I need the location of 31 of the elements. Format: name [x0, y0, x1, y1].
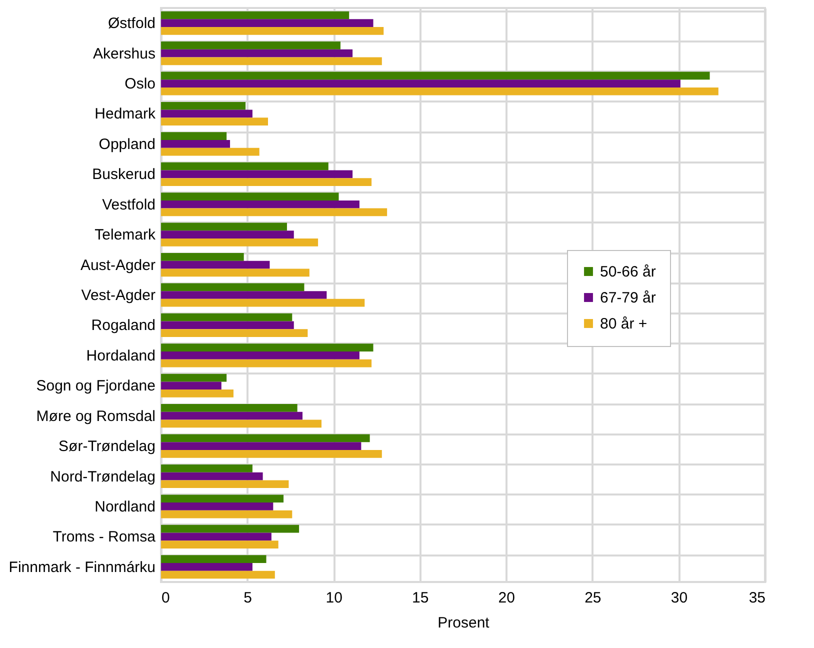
y-tick-label: Hordaland: [86, 347, 156, 364]
x-tick-label: 5: [244, 590, 252, 606]
y-tick-label: Akershus: [92, 45, 156, 62]
y-tick-label: Vest-Agder: [81, 287, 156, 304]
y-tick-label: Vestfold: [102, 196, 156, 214]
y-tick-label: Hedmark: [94, 106, 156, 123]
y-tick-label: Nordland: [94, 498, 156, 516]
y-tick-label: Oslo: [124, 76, 156, 93]
y-tick-label: Telemark: [94, 226, 156, 244]
y-tick-label: Buskerud: [92, 166, 156, 184]
y-tick-label: Aust-Agder: [80, 256, 156, 274]
y-tick-label: Møre og Romsdal: [36, 408, 156, 425]
y-tick-label: Oppland: [98, 136, 156, 153]
x-tick-label: 35: [748, 590, 766, 606]
x-tick-label: 15: [412, 590, 429, 606]
y-tick-label: Østfold: [108, 15, 156, 32]
x-tick-label: 20: [498, 590, 515, 606]
y-tick-label: Sør-Trøndelag: [58, 438, 156, 456]
y-tick-label: Troms - Romsa: [52, 528, 156, 546]
x-tick-label: 25: [584, 590, 602, 606]
y-tick-label: Nord-Trøndelag: [50, 468, 156, 486]
x-tick-label: 30: [670, 590, 688, 606]
y-tick-label: Rogaland: [91, 317, 156, 334]
y-tick-label: Finnmark - Finnmárku: [8, 558, 156, 576]
x-tick-label: 0: [162, 590, 170, 606]
legend-label: 67-79 år: [600, 290, 656, 306]
x-axis-title: Prosent: [438, 614, 490, 632]
x-tick-label: 10: [326, 590, 342, 606]
legend-label: 50-66 år: [600, 264, 656, 280]
y-tick-label: Sogn og Fjordane: [36, 378, 156, 395]
legend-label: 80 år +: [600, 316, 648, 332]
